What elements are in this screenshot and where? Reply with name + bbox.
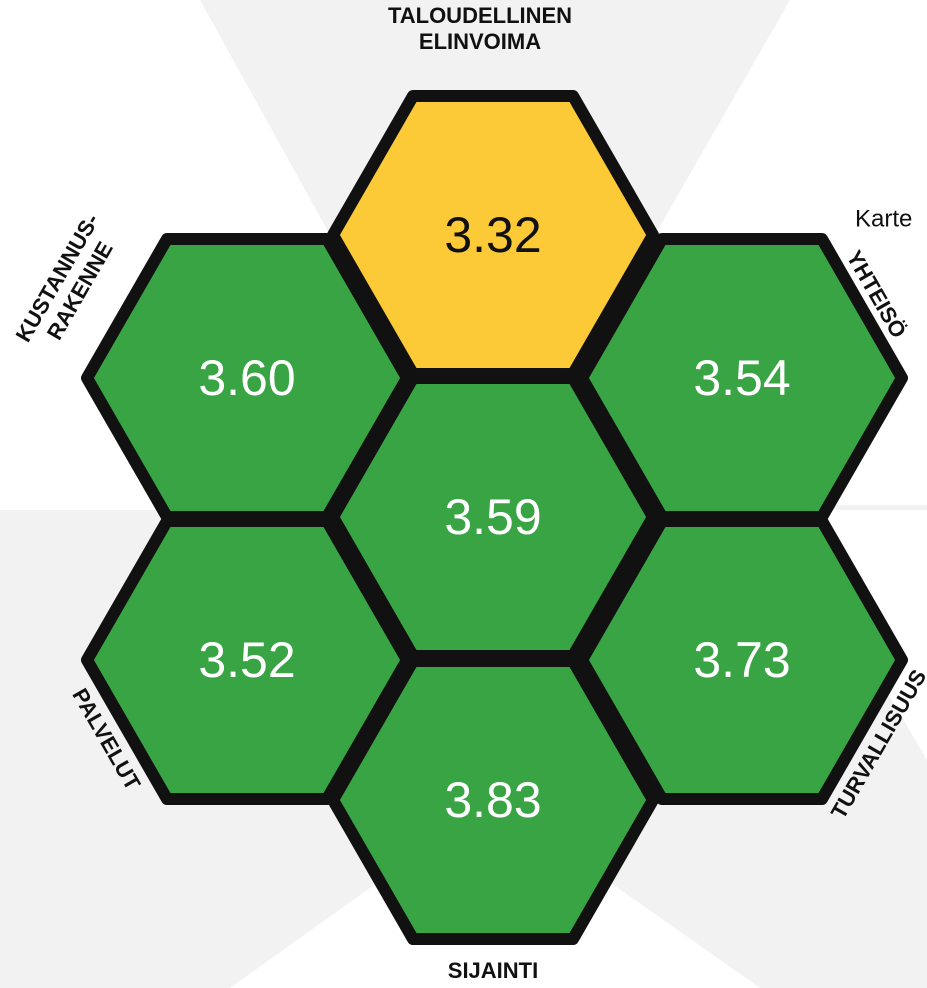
hex-value: 3.60 xyxy=(198,350,295,406)
hexagon xyxy=(327,655,659,945)
hex-value: 3.52 xyxy=(198,632,295,688)
hex-label: SIJAINTI xyxy=(448,958,538,983)
hexagon xyxy=(576,515,908,805)
hex-value: 3.54 xyxy=(693,350,790,406)
side-text: Karte xyxy=(855,205,912,232)
hex-value: 3.59 xyxy=(444,489,541,545)
hex-label: ELINVOIMA xyxy=(419,29,541,54)
label-group: SIJAINTI xyxy=(448,958,538,983)
hex-grid: 3.32 3.60 3.54 3.59 3.52 3.73 3.83 xyxy=(81,90,908,945)
hex-value: 3.73 xyxy=(693,632,790,688)
hex-value: 3.83 xyxy=(444,772,541,828)
hex-label: TALOUDELLINEN xyxy=(388,3,572,28)
hex-value: 3.32 xyxy=(444,207,541,263)
